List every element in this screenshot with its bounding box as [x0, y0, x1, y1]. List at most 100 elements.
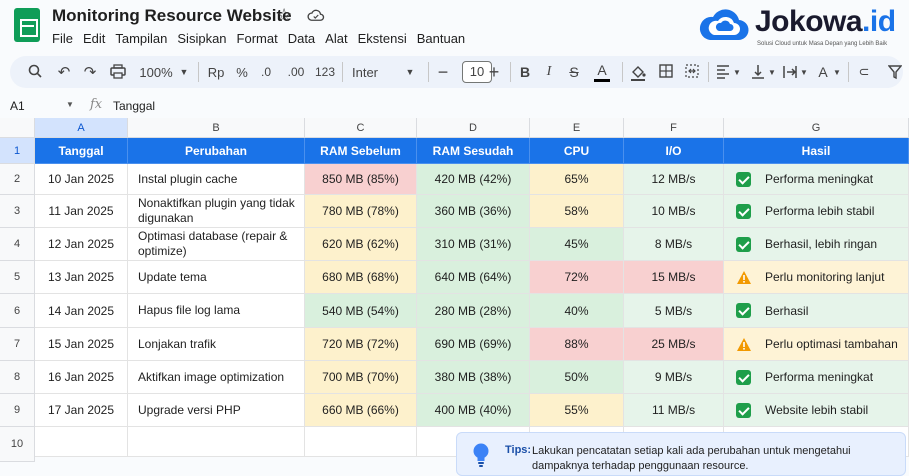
change-cell[interactable]: Lonjakan trafik — [128, 328, 305, 361]
result-cell[interactable]: Perlu monitoring lanjut — [724, 261, 909, 294]
cpu-cell[interactable]: 40% — [530, 294, 624, 328]
ram-after-cell[interactable]: 380 MB (38%) — [417, 361, 530, 394]
select-all-corner[interactable] — [0, 118, 35, 138]
ram-before-cell[interactable]: 540 MB (54%) — [305, 294, 417, 328]
menu-sisipkan[interactable]: Sisipkan — [177, 31, 227, 46]
cpu-cell[interactable]: 58% — [530, 195, 624, 228]
bold-button[interactable]: B — [519, 64, 531, 80]
io-cell[interactable]: 11 MB/s — [624, 394, 724, 427]
io-cell[interactable]: 5 MB/s — [624, 294, 724, 328]
empty-cell[interactable] — [128, 427, 305, 457]
cpu-cell[interactable]: 88% — [530, 328, 624, 361]
row-header-5[interactable]: 5 — [0, 261, 35, 294]
font-caret-icon[interactable]: ▼ — [405, 67, 415, 77]
io-cell[interactable]: 10 MB/s — [624, 195, 724, 228]
ram-after-cell[interactable]: 420 MB (42%) — [417, 164, 530, 195]
zoom-select[interactable]: 100% — [139, 64, 173, 80]
valign-caret-icon[interactable]: ▼ — [768, 67, 776, 77]
align-caret-icon[interactable]: ▼ — [733, 67, 741, 77]
result-cell[interactable]: Berhasil, lebih ringan — [724, 228, 909, 261]
change-cell[interactable]: Nonaktifkan plugin yang tidak digunakan — [128, 195, 305, 228]
ram-before-cell[interactable]: 780 MB (78%) — [305, 195, 417, 228]
empty-cell[interactable] — [305, 427, 417, 457]
row-header-9[interactable]: 9 — [0, 394, 35, 427]
text-color-button[interactable]: A — [594, 60, 610, 82]
print-icon[interactable] — [110, 56, 126, 88]
date-cell[interactable]: 15 Jan 2025 — [35, 328, 128, 361]
number-format-button[interactable]: 123 — [314, 65, 336, 79]
row-header-3[interactable]: 3 — [0, 195, 35, 228]
undo-icon[interactable]: ↶ — [57, 64, 71, 81]
column-header-c[interactable]: C — [305, 118, 417, 138]
font-size-input[interactable]: 10 — [462, 61, 492, 83]
row-header-10[interactable]: 10 — [0, 427, 35, 462]
name-box-caret-icon[interactable]: ▼ — [66, 100, 74, 109]
ram-before-cell[interactable]: 700 MB (70%) — [305, 361, 417, 394]
rotation-caret-icon[interactable]: ▼ — [833, 67, 841, 77]
column-header-a[interactable]: A — [35, 118, 128, 138]
cpu-cell[interactable]: 65% — [530, 164, 624, 195]
date-cell[interactable]: 10 Jan 2025 — [35, 164, 128, 195]
star-icon[interactable]: ☆ — [276, 5, 293, 25]
document-title[interactable]: Monitoring Resource Website — [52, 6, 292, 25]
column-header-g[interactable]: G — [724, 118, 909, 138]
change-cell[interactable]: Upgrade versi PHP — [128, 394, 305, 427]
io-cell[interactable]: 12 MB/s — [624, 164, 724, 195]
io-cell[interactable]: 15 MB/s — [624, 261, 724, 294]
cpu-cell[interactable]: 45% — [530, 228, 624, 261]
result-cell[interactable]: Perlu optimasi tambahan — [724, 328, 909, 361]
change-cell[interactable]: Aktifkan image optimization — [128, 361, 305, 394]
change-cell[interactable]: Hapus file log lama — [128, 294, 305, 328]
ram-before-cell[interactable]: 680 MB (68%) — [305, 261, 417, 294]
empty-cell[interactable] — [35, 427, 128, 457]
text-wrap-icon[interactable] — [782, 56, 798, 88]
io-cell[interactable]: 8 MB/s — [624, 228, 724, 261]
merge-cells-icon[interactable] — [684, 56, 700, 88]
link-icon[interactable]: ⊂ — [858, 64, 870, 79]
cpu-cell[interactable]: 55% — [530, 394, 624, 427]
text-rotation-icon[interactable]: A — [818, 64, 828, 80]
io-cell[interactable]: 9 MB/s — [624, 361, 724, 394]
borders-icon[interactable] — [658, 56, 674, 88]
cloud-status-icon[interactable] — [307, 7, 325, 23]
date-cell[interactable]: 11 Jan 2025 — [35, 195, 128, 228]
row-header-2[interactable]: 2 — [0, 164, 35, 195]
decrease-decimal-button[interactable]: .0 — [260, 65, 271, 79]
change-cell[interactable]: Optimasi database (repair & optimize) — [128, 228, 305, 261]
menu-bantuan[interactable]: Bantuan — [416, 31, 466, 46]
row-header-8[interactable]: 8 — [0, 361, 35, 394]
result-cell[interactable]: Performa lebih stabil — [724, 195, 909, 228]
wrap-caret-icon[interactable]: ▼ — [800, 67, 808, 77]
header-cell[interactable]: CPU — [530, 138, 624, 164]
redo-icon[interactable]: ↷ — [83, 64, 97, 81]
header-cell[interactable]: RAM Sesudah — [417, 138, 530, 164]
date-cell[interactable]: 12 Jan 2025 — [35, 228, 128, 261]
result-cell[interactable]: Performa meningkat — [724, 164, 909, 195]
search-icon[interactable] — [28, 56, 42, 88]
ram-after-cell[interactable]: 640 MB (64%) — [417, 261, 530, 294]
ram-after-cell[interactable]: 400 MB (40%) — [417, 394, 530, 427]
ram-before-cell[interactable]: 720 MB (72%) — [305, 328, 417, 361]
change-cell[interactable]: Instal plugin cache — [128, 164, 305, 195]
menu-data[interactable]: Data — [287, 31, 316, 46]
cpu-cell[interactable]: 72% — [530, 261, 624, 294]
menu-edit[interactable]: Edit — [82, 31, 106, 46]
ram-after-cell[interactable]: 360 MB (36%) — [417, 195, 530, 228]
row-header-7[interactable]: 7 — [0, 328, 35, 361]
row-header-6[interactable]: 6 — [0, 294, 35, 328]
menu-alat[interactable]: Alat — [325, 31, 348, 46]
cpu-cell[interactable]: 50% — [530, 361, 624, 394]
menu-file[interactable]: File — [52, 31, 73, 46]
column-header-b[interactable]: B — [128, 118, 305, 138]
date-cell[interactable]: 16 Jan 2025 — [35, 361, 128, 394]
result-cell[interactable]: Performa meningkat — [724, 361, 909, 394]
ram-after-cell[interactable]: 690 MB (69%) — [417, 328, 530, 361]
ram-before-cell[interactable]: 660 MB (66%) — [305, 394, 417, 427]
formula-input[interactable]: Tanggal — [113, 99, 156, 113]
name-box[interactable]: A1 — [10, 99, 25, 113]
font-family-select[interactable]: Inter — [352, 64, 379, 80]
align-icon[interactable] — [715, 56, 731, 88]
sheets-logo-icon[interactable] — [14, 8, 40, 42]
percent-format-button[interactable]: % — [236, 64, 248, 80]
italic-button[interactable]: I — [546, 64, 552, 79]
